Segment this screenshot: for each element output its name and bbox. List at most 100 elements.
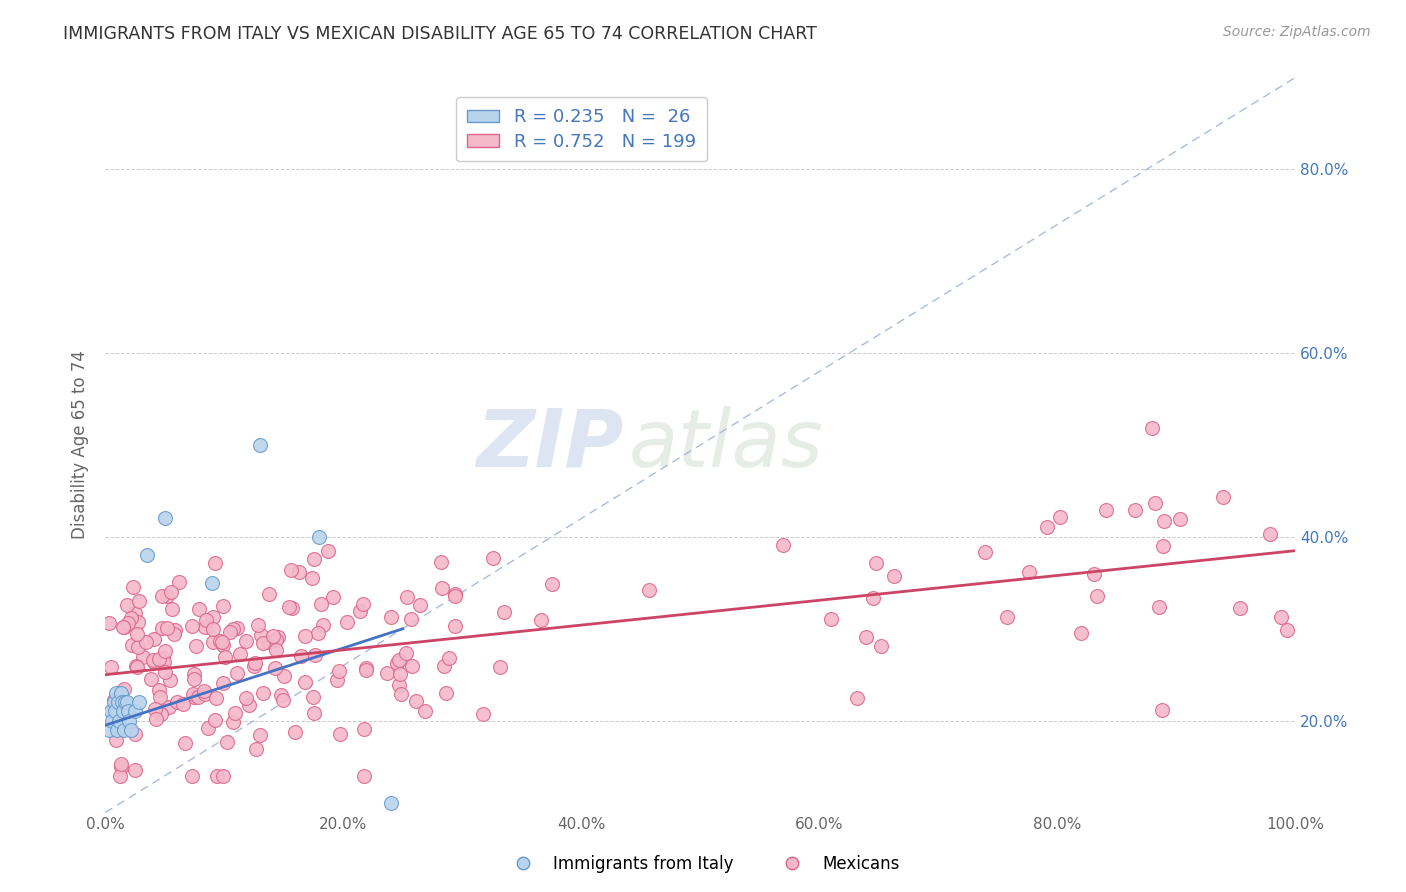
- Point: [207, 769, 229, 783]
- Point: [124, 606, 146, 620]
- Point: [401, 612, 423, 626]
- Point: [104, 705, 127, 719]
- Point: [110, 686, 132, 700]
- Point: [166, 695, 188, 709]
- Point: [100, 660, 122, 674]
- Point: [201, 622, 224, 636]
- Legend: R = 0.235   N =  26, R = 0.752   N = 199: R = 0.235 N = 26, R = 0.752 N = 199: [456, 97, 707, 161]
- Point: [117, 615, 139, 630]
- Point: [284, 724, 307, 739]
- Point: [201, 575, 224, 590]
- Point: [204, 690, 226, 705]
- Point: [1143, 496, 1166, 510]
- Point: [125, 660, 148, 674]
- Point: [257, 635, 280, 649]
- Point: [111, 695, 134, 709]
- Point: [104, 686, 127, 700]
- Point: [489, 660, 512, 674]
- Point: [1123, 503, 1146, 517]
- Point: [389, 687, 412, 701]
- Point: [112, 620, 135, 634]
- Point: [482, 550, 505, 565]
- Point: [127, 640, 149, 655]
- Point: [304, 648, 326, 662]
- Point: [409, 598, 432, 612]
- Point: [110, 760, 132, 774]
- Point: [226, 666, 249, 681]
- Point: [163, 626, 186, 640]
- Point: [183, 690, 205, 704]
- Point: [245, 742, 267, 756]
- Point: [180, 769, 202, 783]
- Point: [243, 657, 266, 671]
- Point: [112, 705, 135, 719]
- Point: [219, 625, 242, 640]
- Point: [222, 622, 245, 636]
- Point: [103, 693, 125, 707]
- Point: [318, 544, 340, 558]
- Point: [183, 672, 205, 686]
- Point: [214, 649, 236, 664]
- Point: [157, 700, 180, 714]
- Point: [105, 733, 128, 747]
- Point: [124, 763, 146, 777]
- Text: ZIP: ZIP: [475, 406, 623, 484]
- Point: [117, 705, 139, 719]
- Point: [229, 647, 252, 661]
- Point: [153, 665, 176, 680]
- Point: [444, 618, 467, 632]
- Point: [97, 723, 120, 737]
- Point: [1070, 625, 1092, 640]
- Point: [115, 695, 138, 709]
- Point: [112, 682, 135, 697]
- Point: [120, 723, 142, 737]
- Point: [1049, 510, 1071, 524]
- Point: [266, 643, 288, 657]
- Point: [1018, 565, 1040, 579]
- Point: [444, 587, 467, 601]
- Text: IMMIGRANTS FROM ITALY VS MEXICAN DISABILITY AGE 65 TO 74 CORRELATION CHART: IMMIGRANTS FROM ITALY VS MEXICAN DISABIL…: [63, 25, 817, 43]
- Point: [1149, 599, 1171, 614]
- Point: [212, 639, 235, 653]
- Point: [290, 648, 312, 663]
- Point: [862, 591, 884, 606]
- Point: [973, 545, 995, 559]
- Point: [252, 685, 274, 699]
- Point: [278, 599, 301, 614]
- Point: [128, 594, 150, 608]
- Point: [308, 530, 330, 544]
- Point: [870, 639, 893, 653]
- Point: [97, 616, 120, 631]
- Point: [263, 661, 285, 675]
- Point: [149, 690, 172, 704]
- Point: [307, 626, 329, 640]
- Point: [1085, 590, 1108, 604]
- Point: [883, 568, 905, 582]
- Point: [353, 769, 375, 783]
- Text: Source: ZipAtlas.com: Source: ZipAtlas.com: [1223, 25, 1371, 39]
- Point: [180, 619, 202, 633]
- Point: [172, 697, 194, 711]
- Point: [388, 653, 411, 667]
- Point: [1168, 512, 1191, 526]
- Point: [159, 673, 181, 687]
- Point: [153, 511, 176, 525]
- Point: [325, 673, 347, 687]
- Point: [183, 667, 205, 681]
- Point: [772, 538, 794, 552]
- Point: [281, 601, 304, 615]
- Point: [135, 635, 157, 649]
- Point: [1153, 514, 1175, 528]
- Point: [115, 598, 138, 612]
- Point: [174, 736, 197, 750]
- Point: [122, 580, 145, 594]
- Point: [405, 694, 427, 708]
- Point: [294, 675, 316, 690]
- Point: [162, 602, 184, 616]
- Point: [1095, 503, 1118, 517]
- Point: [271, 693, 294, 707]
- Point: [280, 563, 302, 577]
- Point: [225, 621, 247, 635]
- Point: [145, 712, 167, 726]
- Point: [845, 690, 868, 705]
